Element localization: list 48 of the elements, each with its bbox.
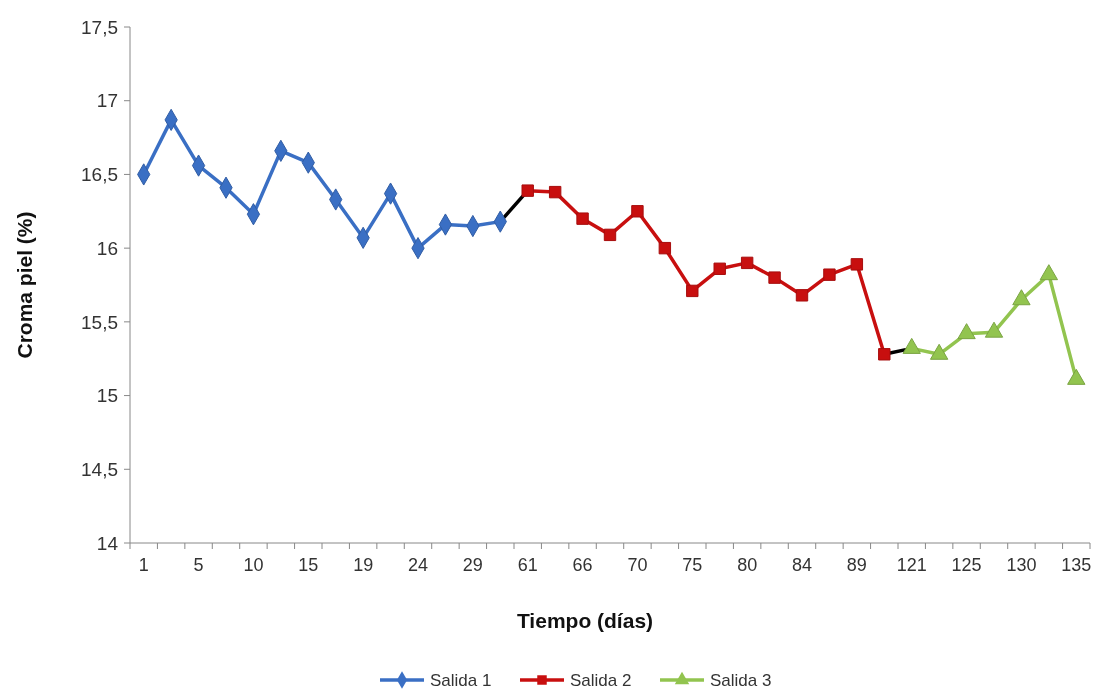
y-tick-label: 14	[96, 532, 119, 554]
point	[686, 284, 699, 298]
point	[878, 348, 891, 361]
point	[850, 258, 864, 271]
x-tick-label: 10	[243, 555, 264, 575]
y-tick-label: 14,5	[81, 458, 118, 480]
x-tick-label: 130	[1006, 555, 1037, 575]
x-tick-label: 125	[951, 555, 982, 575]
legend-label: Salida 2	[570, 670, 632, 690]
point	[658, 241, 672, 255]
point	[957, 323, 976, 340]
x-tick-label: 70	[627, 555, 648, 575]
y-tick-label: 15,5	[81, 311, 118, 333]
x-tick-label: 84	[791, 555, 813, 575]
point	[548, 185, 562, 199]
x-tick-label: 1	[138, 555, 149, 575]
point	[521, 184, 534, 197]
x-tick-label: 89	[846, 555, 867, 575]
point	[603, 228, 617, 242]
legend-label: Salida 3	[710, 670, 772, 690]
x-tick-label: 29	[462, 555, 483, 575]
point	[768, 271, 781, 284]
point	[1012, 289, 1031, 306]
y-tick-label: 16	[96, 237, 118, 259]
x-tick-label: 66	[572, 555, 593, 575]
point	[713, 262, 726, 275]
y-tick-label: 16,5	[81, 164, 118, 186]
x-tick-label: 61	[517, 555, 538, 575]
x-tick-label: 135	[1061, 555, 1092, 575]
x-tick-label: 15	[298, 555, 319, 575]
y-tick-label: 17,5	[81, 16, 118, 38]
y-tick-label: 15	[96, 385, 118, 407]
point	[1039, 264, 1059, 281]
point	[576, 212, 589, 225]
x-tick-label: 75	[682, 555, 703, 575]
point	[740, 256, 754, 270]
x-tick-label: 121	[896, 555, 927, 575]
point	[795, 289, 809, 302]
legend-label: Salida 1	[430, 670, 492, 690]
x-tick-label: 80	[737, 555, 758, 575]
x-tick-label: 24	[407, 555, 429, 575]
x-tick-label: 19	[353, 555, 374, 575]
y-tick-label: 17	[96, 90, 118, 112]
y-axis-title: Croma piel (%)	[13, 211, 36, 359]
point	[823, 268, 836, 281]
x-tick-label: 5	[193, 555, 204, 575]
x-axis-title: Tiempo (días)	[516, 609, 654, 632]
point	[631, 205, 644, 218]
